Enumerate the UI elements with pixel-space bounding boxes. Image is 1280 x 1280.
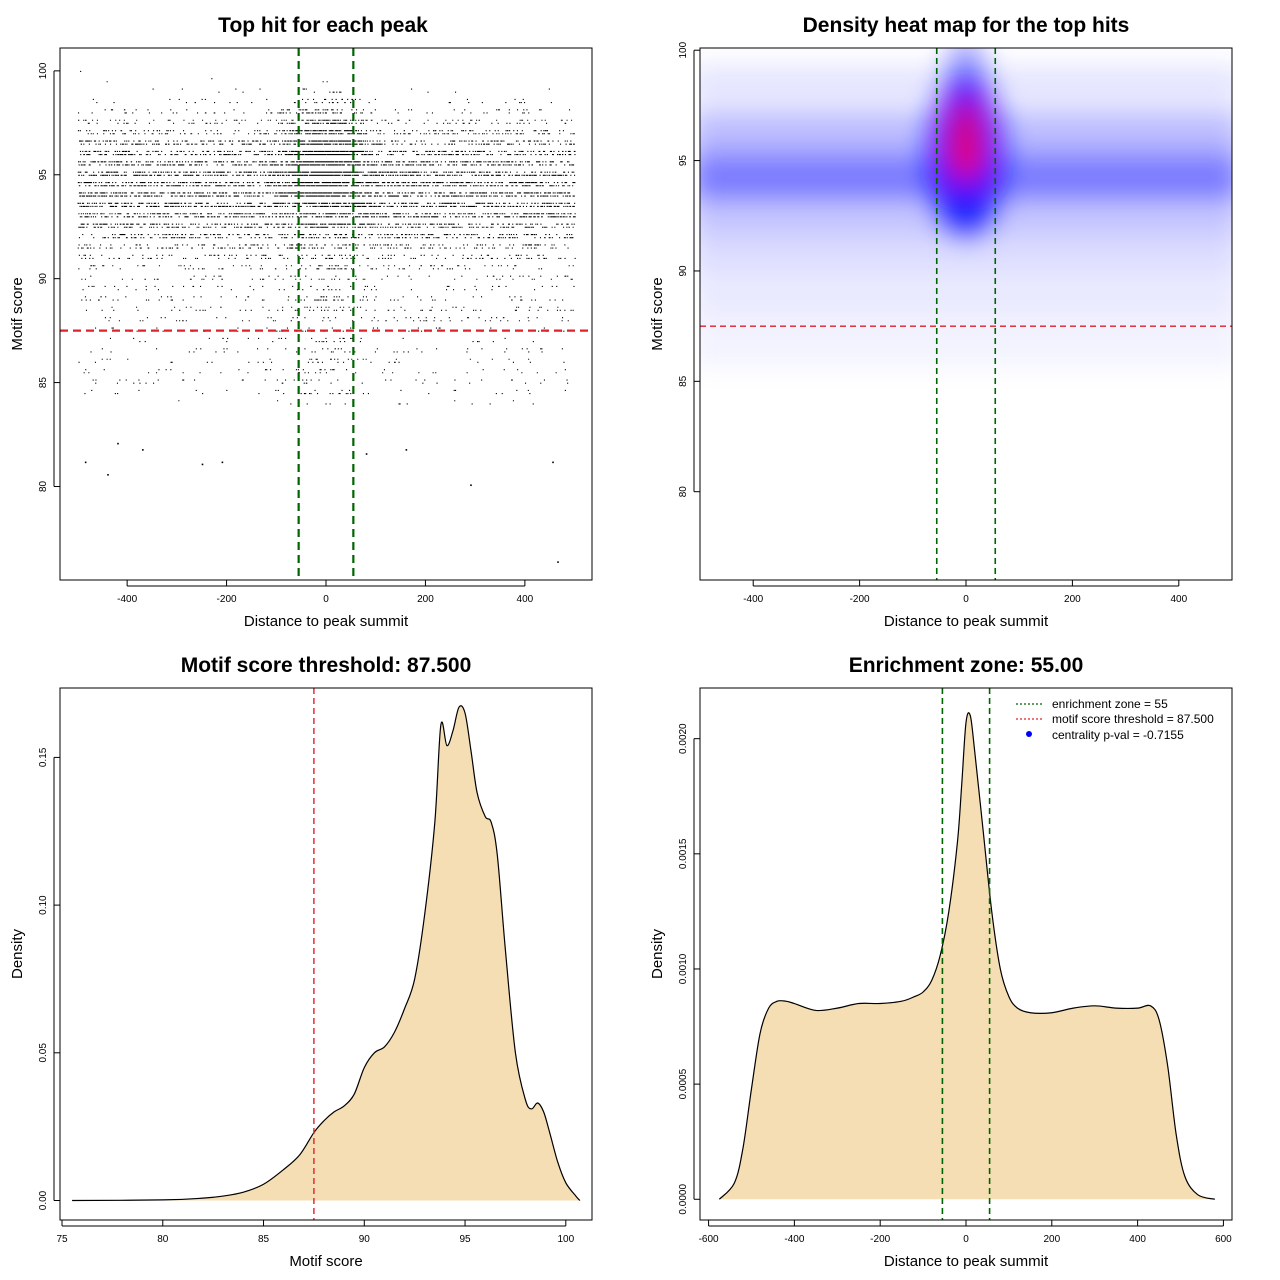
x-tick-label: 85 [258,1234,270,1245]
y-tick-label: 0.10 [38,895,49,915]
heatmap-x-axis-label: Distance to peak summit [884,613,1049,630]
distance-density-legend: enrichment zone = 55 motif score thresho… [1016,697,1214,742]
y-tick-label: 85 [38,377,49,389]
scatter-plot-frame [59,47,593,581]
score-density-title: Motif score threshold: 87.500 [181,654,472,677]
x-tick-label: 600 [1215,1234,1232,1245]
y-tick-label: 0.0020 [678,723,689,754]
y-tick-label: 0.0015 [678,838,689,869]
legend-centrality-point [1026,731,1032,737]
scatter-x-axis-label: Distance to peak summit [244,613,409,630]
y-tick-label: 80 [678,486,689,498]
heat-band [700,326,1232,366]
scatter-reference-lines [60,48,592,580]
x-tick-label: 200 [417,594,434,605]
heat-band [700,284,1232,320]
x-tick-label: -200 [870,1234,890,1245]
scatter-points [77,70,576,563]
y-tick-label: 0.05 [38,1043,49,1063]
score-density-x-axis-label: Motif score [289,1253,362,1270]
x-tick-label: -400 [117,594,137,605]
y-tick-label: 95 [38,169,49,181]
panel-scatter: Top hit for each peak -400 -200 0 200 400 80 8… [9,14,593,630]
heat-band [700,242,1232,278]
scatter-point [107,474,109,476]
distance-density-reference-lines [941,688,991,1220]
x-tick-label: -600 [699,1234,719,1245]
heat-core-red-upper [956,100,976,137]
panel-score-density: Motif score threshold: 87.500 75 80 85 90 95… [9,654,593,1270]
score-density-fill [72,705,580,1201]
heatmap-density [700,48,1232,366]
distance-density-y-axis-label: Density [649,928,666,979]
y-tick-label: 80 [38,480,49,492]
scatter-point [117,442,119,445]
scatter-point [84,461,87,464]
scatter-point [552,461,554,464]
score-density-area [72,705,581,1202]
legend-label-zone: enrichment zone = 55 [1052,697,1168,711]
heatmap-reference-lines [700,48,1232,580]
y-tick-label: 85 [678,375,689,387]
y-tick-label: 0.0005 [678,1068,689,1099]
x-tick-label: -400 [743,594,763,605]
score-density-curve [72,705,581,1202]
x-tick-label: 400 [1129,1234,1146,1245]
score-density-plot-frame [59,687,593,1221]
distance-density-axes: -600 -400 -200 0 200 400 600 0.0000 0.0005 0.0010… [678,723,1232,1245]
scatter-axes: -400 -200 0 200 400 80 85 90 95 100 [38,62,534,605]
distance-density-area [718,712,1215,1200]
distance-density-x-axis-label: Distance to peak summit [884,1253,1049,1270]
scatter-point-cloud [77,70,576,405]
x-tick-label: -400 [784,1234,804,1245]
heat-core-top [947,48,985,124]
y-tick-label: 95 [678,155,689,167]
scatter-point [201,463,204,466]
heatmap-title: Density heat map for the top hits [803,14,1130,37]
x-tick-label: 100 [557,1234,574,1245]
y-tick-label: 0.0010 [678,953,689,984]
x-tick-label: 0 [963,1234,969,1245]
heatmap-y-axis-label: Motif score [649,277,666,350]
y-tick-label: 0.00 [38,1190,49,1210]
scatter-point [557,561,559,563]
legend-label-centrality: centrality p-val = -0.7155 [1052,728,1184,742]
y-tick-label: 90 [678,265,689,277]
heatmap-axes: -400 -200 0 200 400 80 85 90 95 100 [678,41,1188,605]
scatter-point [221,461,224,464]
x-tick-label: 75 [56,1234,68,1245]
y-tick-label: 100 [678,41,689,58]
y-tick-label: 90 [38,273,49,285]
legend-label-threshold: motif score threshold = 87.500 [1052,712,1214,726]
score-density-axes: 75 80 85 90 95 100 0.00 0.05 0.10 0.15 [38,747,575,1245]
y-tick-label: 100 [38,62,49,79]
x-tick-label: 200 [1064,594,1081,605]
score-density-y-axis-label: Density [9,928,26,979]
y-tick-label: 0.15 [38,747,49,767]
heat-core-red [954,131,978,181]
panel-heatmap: Density heat map for the top hits -400 -2… [649,14,1233,630]
scatter-point [365,453,368,455]
distance-density-fill [719,712,1215,1200]
x-tick-label: 400 [1170,594,1187,605]
x-tick-label: 95 [459,1234,471,1245]
x-tick-label: 0 [963,594,969,605]
x-tick-label: 80 [157,1234,169,1245]
x-tick-label: 90 [359,1234,371,1245]
x-tick-label: 400 [517,594,534,605]
x-tick-label: -200 [217,594,237,605]
y-tick-label: 0.0000 [678,1184,689,1215]
distance-density-curve [718,712,1215,1200]
distance-density-title: Enrichment zone: 55.00 [849,654,1084,677]
x-tick-label: 0 [323,594,329,605]
x-tick-label: -200 [850,594,870,605]
scatter-point [142,449,144,451]
scatter-y-axis-label: Motif score [9,277,26,350]
x-tick-label: 200 [1043,1234,1060,1245]
panel-distance-density: Enrichment zone: 55.00 -600 -400 -200 0 200 4… [649,654,1233,1270]
scatter-point [405,449,408,451]
scatter-title: Top hit for each peak [218,14,428,37]
scatter-point [470,484,472,487]
